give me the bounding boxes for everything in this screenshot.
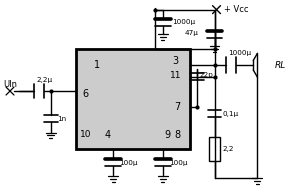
Text: + Vcc: + Vcc xyxy=(224,5,249,14)
Text: 11: 11 xyxy=(170,71,182,80)
Text: 100μ: 100μ xyxy=(169,159,188,165)
Text: 22p: 22p xyxy=(200,72,214,78)
Text: 1000μ: 1000μ xyxy=(228,50,252,56)
Text: 9: 9 xyxy=(165,130,171,140)
Text: 3: 3 xyxy=(173,56,179,66)
Text: UIn: UIn xyxy=(3,80,17,89)
Text: 1n: 1n xyxy=(57,116,66,122)
Text: 100μ: 100μ xyxy=(119,159,138,165)
Text: 2,2: 2,2 xyxy=(223,146,234,152)
Bar xyxy=(76,49,190,149)
Text: 6: 6 xyxy=(82,89,88,99)
Text: 7: 7 xyxy=(175,102,181,112)
Bar xyxy=(208,137,220,161)
Text: 47μ: 47μ xyxy=(185,30,199,36)
Text: 1000μ: 1000μ xyxy=(172,19,195,25)
Text: 10: 10 xyxy=(80,130,91,139)
Text: 1: 1 xyxy=(94,60,101,70)
Text: RL: RL xyxy=(275,61,286,70)
Text: 0,1μ: 0,1μ xyxy=(223,111,238,117)
Text: 2,2μ: 2,2μ xyxy=(37,77,53,83)
Text: 4: 4 xyxy=(104,130,110,140)
Text: 8: 8 xyxy=(175,130,181,140)
